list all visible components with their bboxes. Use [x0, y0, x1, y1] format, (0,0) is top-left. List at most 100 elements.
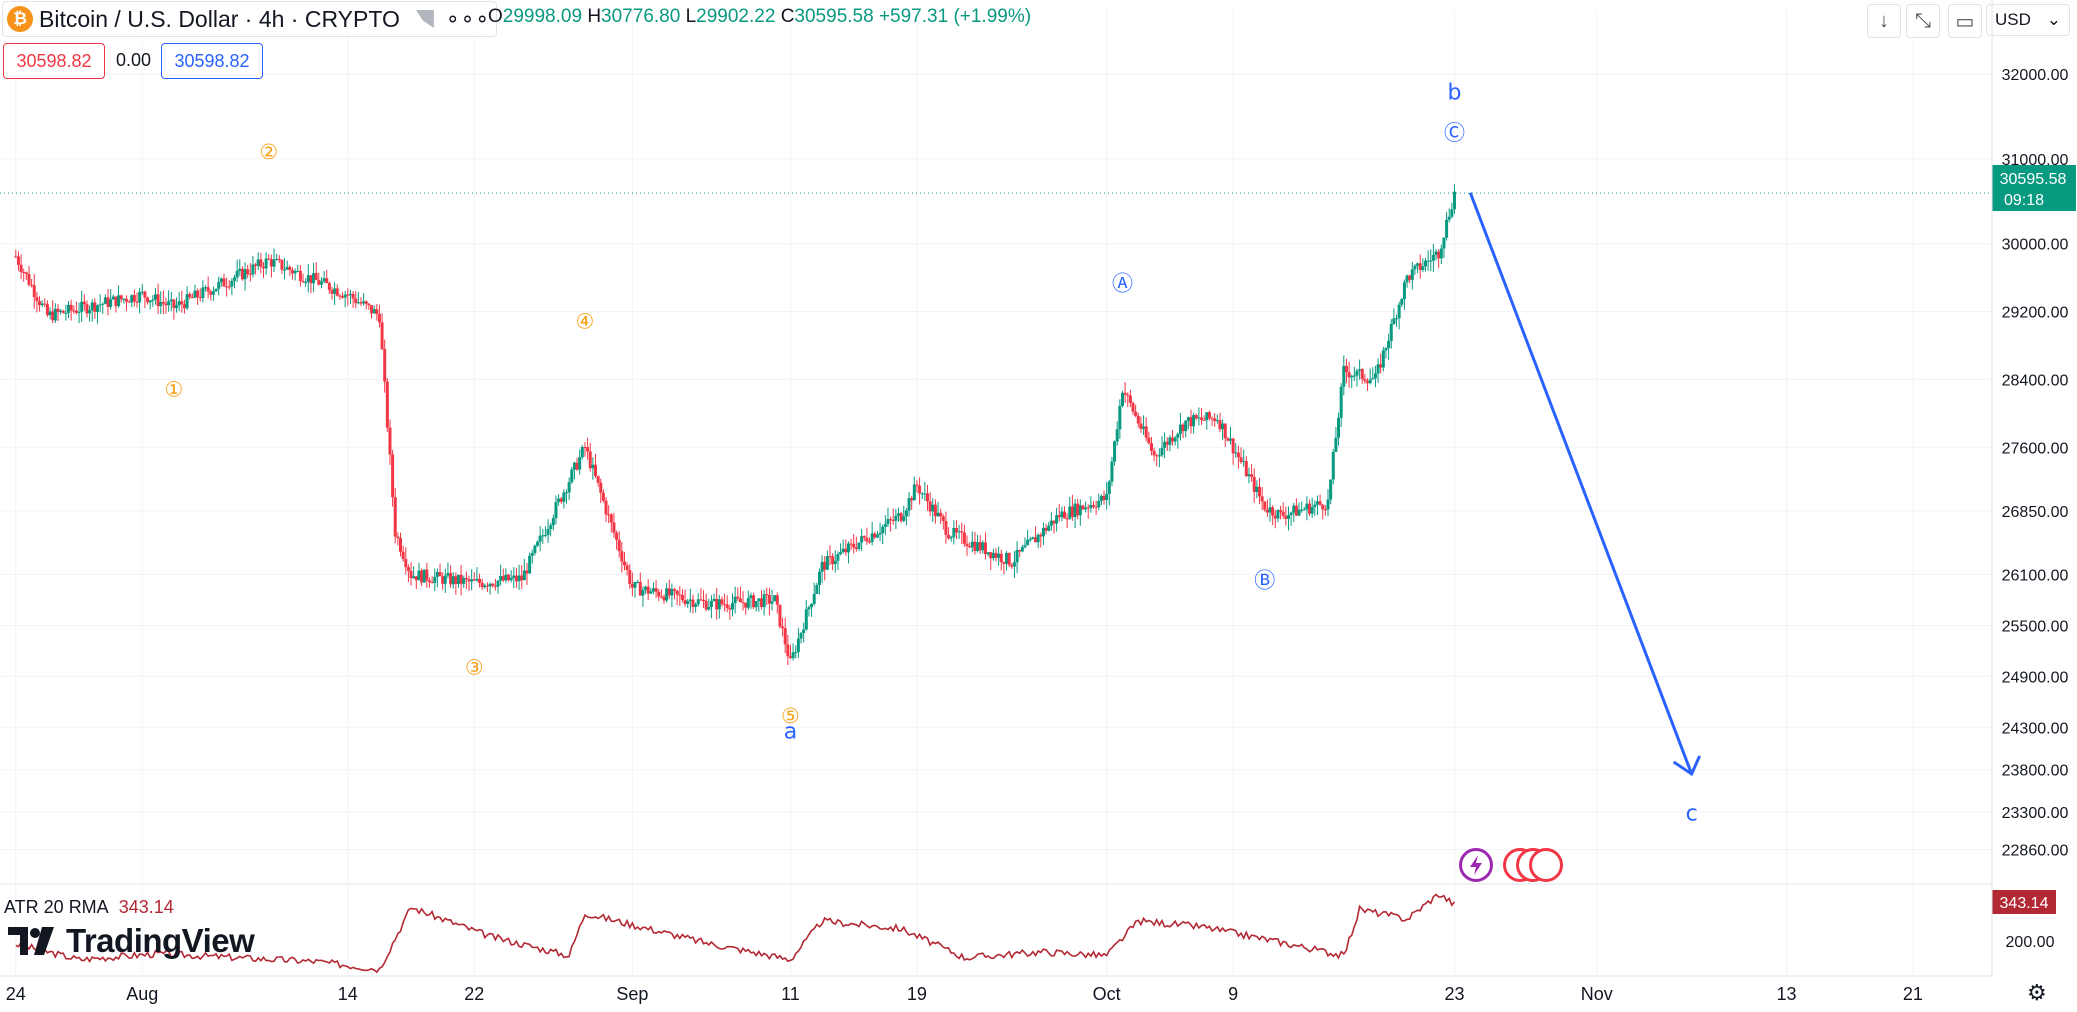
candle-body	[662, 596, 666, 601]
candle-body	[1344, 365, 1348, 373]
candle-body	[206, 287, 210, 292]
candle-body	[1218, 420, 1222, 430]
time-tick-label: 14	[338, 984, 358, 1004]
candle-body	[67, 304, 71, 313]
candle-body	[638, 581, 642, 596]
candle-body	[1221, 423, 1225, 430]
wave-label: b	[1447, 80, 1461, 105]
candle-body	[559, 498, 563, 502]
candle-body	[359, 302, 363, 304]
candle-body	[931, 504, 935, 512]
candle-body	[462, 578, 466, 584]
fullscreen-icon[interactable]: ▭	[1948, 4, 1982, 38]
atr-value-tag-text: 343.14	[2000, 895, 2049, 912]
collapse-icon[interactable]: ⤡	[1906, 4, 1940, 38]
candle-body	[986, 552, 990, 555]
lightning-event-icon[interactable]	[1459, 848, 1493, 882]
symbol-title[interactable]: Bitcoin / U.S. Dollar · 4h · CRYPTO	[39, 5, 400, 32]
candle-body	[1429, 260, 1433, 262]
settings-gear-icon[interactable]: ⚙	[2027, 980, 2047, 1005]
candle-body	[572, 462, 576, 470]
chart-header: ₿ Bitcoin / U.S. Dollar · 4h · CRYPTO ∘∘…	[0, 0, 498, 38]
candle-body	[338, 295, 342, 297]
candle-body	[836, 554, 840, 561]
candle-body	[193, 290, 197, 298]
candle-body	[939, 512, 943, 517]
candle-body	[493, 585, 497, 587]
more-dots-icon[interactable]: ∘∘∘	[445, 6, 491, 31]
candle-body	[583, 447, 587, 449]
candle-body	[1165, 441, 1169, 445]
buy-button[interactable]: 30598.82	[161, 43, 263, 79]
candle-body	[680, 595, 684, 601]
candle-body	[1047, 525, 1051, 531]
candle-body	[520, 575, 524, 581]
candle-body	[35, 297, 39, 302]
candle-body	[991, 552, 995, 559]
candle-body	[1276, 509, 1280, 519]
candle-body	[825, 556, 829, 570]
candle-body	[796, 638, 800, 653]
candle-body	[1210, 418, 1214, 420]
candle-body	[738, 598, 742, 603]
candle-body	[1012, 562, 1016, 567]
wave-label: a	[784, 719, 797, 744]
candle-body	[1034, 537, 1038, 543]
candle-body	[80, 301, 84, 312]
candle-body	[151, 299, 155, 301]
candle-body	[873, 533, 877, 538]
candle-body	[1405, 275, 1409, 283]
candle-body	[1373, 373, 1377, 379]
candle-body	[406, 567, 410, 571]
candle-body	[1070, 506, 1074, 517]
candle-body	[799, 632, 803, 639]
tradingview-logo[interactable]: TradingView	[8, 922, 255, 960]
candle-body	[254, 264, 258, 266]
candle-body	[675, 590, 679, 595]
candle-body	[833, 560, 837, 565]
candle-body	[601, 492, 605, 501]
candle-body	[665, 588, 669, 601]
candle-body	[625, 565, 629, 571]
candle-body	[831, 556, 835, 565]
candle-body	[860, 536, 864, 543]
currency-select[interactable]: USD ⌄	[1986, 4, 2070, 36]
candle-body	[1447, 216, 1451, 220]
arrow-down-icon[interactable]: ↓	[1867, 4, 1901, 38]
candle-body	[399, 537, 403, 552]
candle-body	[549, 525, 553, 529]
candle-body	[1002, 562, 1006, 564]
candle-body	[433, 576, 437, 583]
atr-legend[interactable]: ATR 20 RMA 343.14	[4, 897, 174, 917]
candle-body	[886, 519, 890, 525]
candle-body	[1200, 417, 1204, 420]
candle-body	[377, 314, 381, 323]
candle-body	[1421, 266, 1425, 270]
candle-body	[741, 602, 745, 604]
candle-body	[1371, 378, 1375, 380]
candle-body	[949, 537, 953, 539]
atr-value-tag	[1992, 890, 2056, 914]
candle-body	[865, 537, 869, 542]
candle-body	[172, 299, 176, 309]
candle-body	[1018, 550, 1022, 552]
candle-body	[93, 302, 97, 312]
spread-value: 0.00	[116, 49, 152, 70]
candle-body	[1242, 461, 1246, 463]
sell-button[interactable]: 30598.82	[3, 43, 105, 79]
candle-body	[580, 447, 584, 458]
candle-body	[997, 553, 1001, 558]
candle-body	[146, 297, 150, 303]
price-axis: 32000.00 31000.00 30000.00 29200.00 28400.00…	[2002, 67, 2069, 860]
candle-body	[762, 594, 766, 608]
candle-body	[1157, 455, 1161, 457]
symbol-box[interactable]: ₿ Bitcoin / U.S. Dollar · 4h · CRYPTO ∘∘…	[2, 1, 498, 37]
candle-body	[767, 594, 771, 604]
candle-body	[1279, 509, 1283, 512]
us-flag-event-icon-3[interactable]	[1529, 848, 1563, 882]
candle-body	[32, 285, 36, 298]
candle-body	[1450, 209, 1454, 217]
flag-icon[interactable]	[415, 10, 434, 28]
candle-body	[973, 541, 977, 551]
